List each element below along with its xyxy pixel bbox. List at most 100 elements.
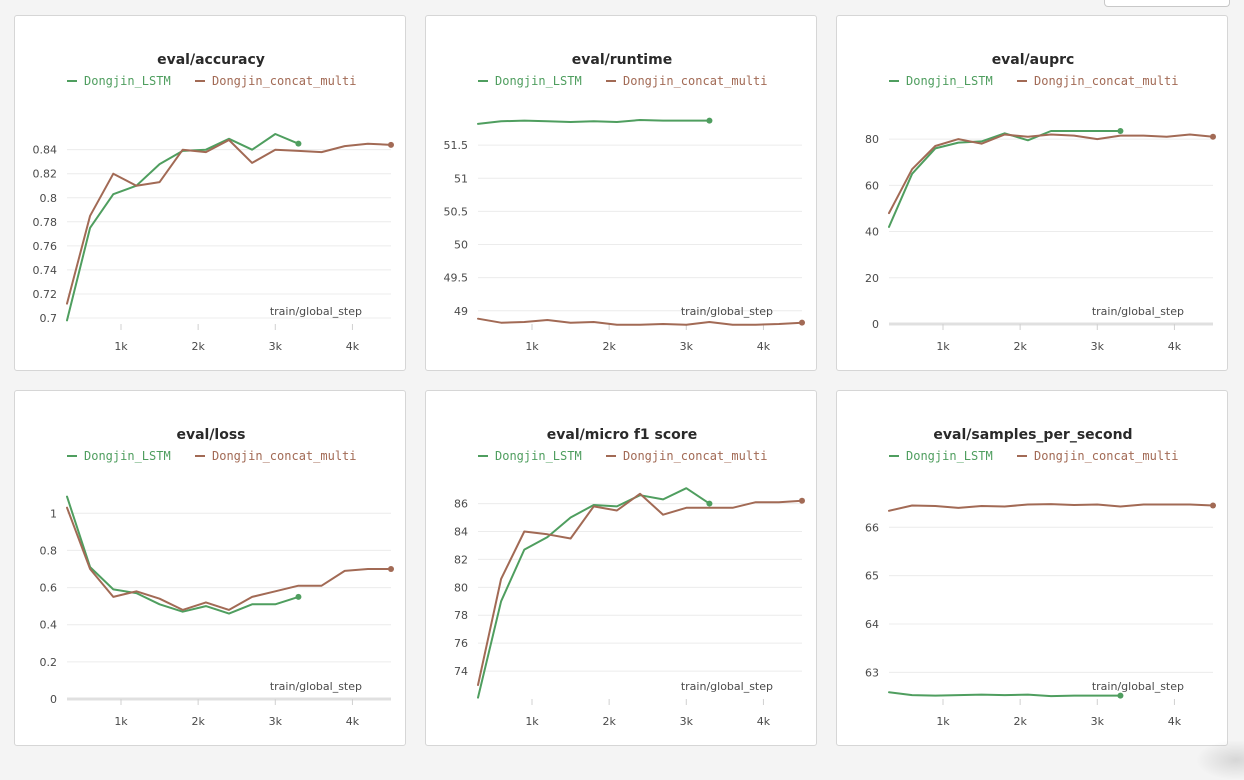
y-tick-label: 49.5 [444, 272, 469, 285]
x-tick-label: 4k [757, 715, 771, 728]
y-tick-label: 60 [865, 179, 879, 192]
x-tick-label: 4k [346, 340, 360, 353]
x-axis-title: train/global_step [270, 305, 362, 318]
legend-item-dongjin-lstm[interactable]: Dongjin_LSTM [889, 74, 993, 88]
legend-item-dongjin-concat-multi[interactable]: Dongjin_concat_multi [606, 449, 768, 463]
y-tick-label: 80 [454, 581, 468, 594]
series-line-dongjin-lstm[interactable] [477, 119, 711, 125]
x-tick-label: 1k [114, 340, 128, 353]
x-tick-label: 3k [1091, 715, 1105, 728]
y-tick-label: 64 [865, 618, 879, 631]
legend-label: Dongjin_concat_multi [212, 74, 357, 88]
chart-svg: eval/samples_per_second Dongjin_LSTM Dongj… [865, 427, 1216, 728]
x-tick-label: 1k [525, 340, 539, 353]
series-line-dongjin-lstm[interactable] [66, 133, 300, 322]
y-tick-label: 80 [865, 133, 879, 146]
chart-svg: eval/micro f1 score Dongjin_LSTM Dongjin_c… [454, 427, 805, 728]
legend-item-dongjin-concat-multi[interactable]: Dongjin_concat_multi [606, 74, 768, 88]
legend-item-dongjin-lstm[interactable]: Dongjin_LSTM [889, 449, 993, 463]
y-tick-label: 20 [865, 272, 879, 285]
series-line-dongjin-concat-multi[interactable] [477, 492, 803, 686]
legend-label: Dongjin_LSTM [84, 74, 171, 88]
legend-item-dongjin-lstm[interactable]: Dongjin_LSTM [67, 449, 171, 463]
x-tick-label: 3k [269, 715, 283, 728]
series-endpoint-dongjin-concat-multi[interactable] [799, 319, 805, 326]
series-line-dongjin-lstm[interactable] [477, 487, 711, 699]
series-line-dongjin-lstm[interactable] [888, 691, 1122, 698]
x-tick-label: 1k [114, 715, 128, 728]
series-line-dongjin-concat-multi[interactable] [477, 317, 803, 326]
y-tick-label: 0 [50, 693, 57, 706]
x-tick-label: 3k [1091, 340, 1105, 353]
x-axis-title: train/global_step [270, 680, 362, 693]
y-tick-label: 50.5 [444, 205, 469, 218]
legend-label: Dongjin_LSTM [495, 449, 582, 463]
chart-svg: eval/loss Dongjin_LSTM Dongjin_concat_mult… [40, 427, 394, 728]
x-tick-label: 2k [1013, 340, 1027, 353]
y-tick-label: 0.74 [33, 264, 58, 277]
legend-item-dongjin-concat-multi[interactable]: Dongjin_concat_multi [195, 449, 357, 463]
series-line-dongjin-concat-multi[interactable] [888, 503, 1214, 512]
x-tick-label: 4k [757, 340, 771, 353]
legend-item-dongjin-concat-multi[interactable]: Dongjin_concat_multi [1017, 74, 1179, 88]
legend-label: Dongjin_concat_multi [1034, 449, 1179, 463]
y-tick-label: 65 [865, 570, 879, 583]
chart-panel-eval-samples-per-second[interactable]: eval/samples_per_second Dongjin_LSTM Dongj… [836, 390, 1228, 746]
legend-item-dongjin-lstm[interactable]: Dongjin_LSTM [478, 449, 582, 463]
y-tick-label: 0.8 [40, 544, 58, 557]
y-tick-label: 0.84 [33, 144, 58, 157]
y-tick-label: 51 [454, 172, 468, 185]
legend-item-dongjin-concat-multi[interactable]: Dongjin_concat_multi [195, 74, 357, 88]
x-tick-label: 2k [191, 340, 205, 353]
chart-panel-eval-loss[interactable]: eval/loss Dongjin_LSTM Dongjin_concat_mult… [14, 390, 406, 746]
chart-panel-eval-auprc[interactable]: eval/auprc Dongjin_LSTM Dongjin_concat_mul… [836, 15, 1228, 371]
y-tick-label: 0.7 [40, 312, 58, 325]
y-tick-label: 78 [454, 609, 468, 622]
chart-panel-eval-micro-f1-score[interactable]: eval/micro f1 score Dongjin_LSTM Dongjin_c… [425, 390, 817, 746]
x-axis-title: train/global_step [681, 680, 773, 693]
series-endpoint-dongjin-lstm[interactable] [295, 140, 302, 147]
series-endpoint-dongjin-lstm[interactable] [706, 117, 713, 124]
legend-label: Dongjin_LSTM [495, 74, 582, 88]
y-tick-label: 51.5 [444, 139, 469, 152]
legend-label: Dongjin_concat_multi [623, 74, 768, 88]
series-endpoint-dongjin-lstm[interactable] [706, 500, 713, 507]
y-tick-label: 0.4 [40, 619, 58, 632]
x-tick-label: 4k [1168, 340, 1182, 353]
y-tick-label: 49 [454, 305, 468, 318]
series-line-dongjin-concat-multi[interactable] [66, 139, 392, 305]
series-endpoint-dongjin-concat-multi[interactable] [1210, 502, 1216, 509]
series-line-dongjin-lstm[interactable] [888, 130, 1122, 228]
y-tick-label: 74 [454, 665, 468, 678]
y-tick-label: 0.82 [33, 168, 58, 181]
series-line-dongjin-lstm[interactable] [66, 495, 300, 615]
chart-panel-eval-runtime[interactable]: eval/runtime Dongjin_LSTM Dongjin_concat_m… [425, 15, 817, 371]
y-tick-label: 0.76 [33, 240, 58, 253]
chart-title: eval/runtime [572, 52, 672, 68]
legend-item-dongjin-lstm[interactable]: Dongjin_LSTM [478, 74, 582, 88]
chart-panel-eval-accuracy[interactable]: eval/accuracy Dongjin_LSTM Dongjin_concat_… [14, 15, 406, 371]
series-endpoint-dongjin-concat-multi[interactable] [388, 141, 394, 148]
series-endpoint-dongjin-concat-multi[interactable] [388, 566, 394, 572]
y-tick-label: 1 [50, 507, 57, 520]
legend-label: Dongjin_concat_multi [1034, 74, 1179, 88]
series-line-dongjin-concat-multi[interactable] [888, 133, 1214, 215]
legend-label: Dongjin_concat_multi [623, 449, 768, 463]
series-endpoint-dongjin-concat-multi[interactable] [799, 497, 805, 504]
y-tick-label: 82 [454, 553, 468, 566]
legend-label: Dongjin_LSTM [906, 449, 993, 463]
x-tick-label: 2k [602, 340, 616, 353]
chart-title: eval/samples_per_second [933, 427, 1132, 443]
y-tick-label: 0.72 [33, 288, 58, 301]
series-endpoint-dongjin-lstm[interactable] [295, 593, 302, 600]
series-endpoint-dongjin-lstm[interactable] [1117, 692, 1124, 699]
chart-svg: eval/runtime Dongjin_LSTM Dongjin_concat_m… [444, 52, 805, 353]
panel-options-button[interactable] [1104, 0, 1230, 7]
legend-item-dongjin-lstm[interactable]: Dongjin_LSTM [67, 74, 171, 88]
series-endpoint-dongjin-concat-multi[interactable] [1210, 133, 1216, 140]
y-tick-label: 66 [865, 521, 879, 534]
series-endpoint-dongjin-lstm[interactable] [1117, 128, 1124, 135]
legend-item-dongjin-concat-multi[interactable]: Dongjin_concat_multi [1017, 449, 1179, 463]
series-line-dongjin-concat-multi[interactable] [66, 506, 392, 611]
x-tick-label: 2k [1013, 715, 1027, 728]
